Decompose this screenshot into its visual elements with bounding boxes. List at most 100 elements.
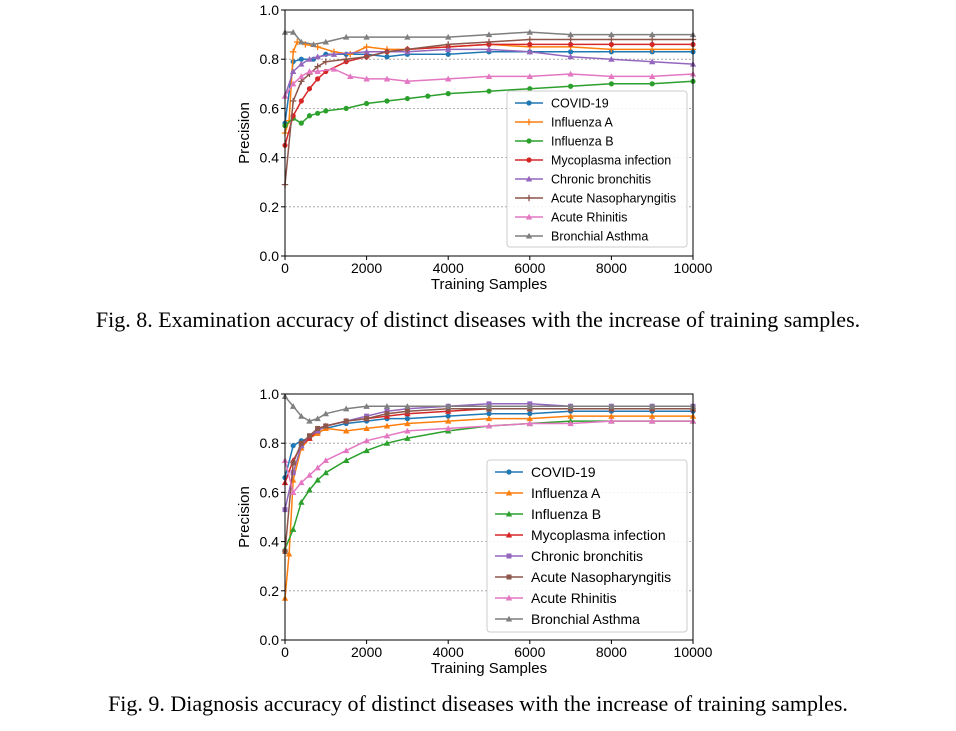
legend-item-acute-nasopharyngitis: Acute Nasopharyngitis [515,192,676,206]
data-point [404,46,411,53]
legend-swatch-marker [525,118,533,126]
x-tick-label: 0 [281,260,289,276]
data-point [310,41,317,47]
legend-item-acute-rhinitis: Acute Rhinitis [515,211,627,225]
data-point [445,51,451,57]
examination-accuracy-chart: 0.0 0.2 0.4 0.6 0.8 1.0 0 2000 4000 6000 8000 10000… [236,2,713,293]
legend-swatch-marker [505,510,513,517]
data-point [383,75,391,82]
legend-box [486,459,688,633]
data-point [298,56,304,62]
legend-item-mycoplasma-infection: Mycoplasma infection [515,154,671,168]
legend-item-covid-19: COVID-19 [515,97,609,111]
data-point [445,46,452,52]
data-point [343,56,350,63]
y-axis-label: Precision [236,102,253,164]
data-point [485,415,493,422]
data-point [608,73,615,79]
data-point [314,464,321,471]
data-point [363,75,370,82]
data-point [526,403,533,409]
x-axis-label: Training Samples [431,660,547,677]
data-point [289,403,297,409]
legend-swatch-marker [505,531,513,538]
data-point [608,36,615,43]
y-tick-label: 0.2 [260,583,280,599]
data-point [298,73,305,79]
legend-label: Influenza B [551,135,614,149]
data-point [445,75,452,82]
x-axis-label: Training Samples [431,276,547,293]
data-point [384,98,390,104]
data-point [649,31,656,38]
data-point [343,447,350,454]
data-point [485,46,493,52]
data-point [343,405,350,412]
legend-swatch-marker [525,175,533,182]
data-point [445,33,452,40]
data-point [298,38,305,45]
data-point [485,422,493,429]
series-bronchial-asthma [281,393,697,424]
data-point [404,95,410,102]
legend: COVID-19 Influenza A Influenza B Mycoplasma… [506,90,688,248]
data-point [294,38,301,46]
data-point [608,403,615,409]
data-point [306,471,313,478]
legend-swatch-marker [506,553,512,559]
data-point [404,416,410,422]
data-point [485,31,493,38]
legend-label: COVID-19 [551,97,609,111]
data-point [649,46,656,53]
data-point [404,420,411,427]
legend-label: Influenza A [551,116,614,130]
data-point [486,88,492,94]
data-point [322,410,329,417]
data-point [526,73,533,79]
data-point [445,413,451,419]
legend: COVID-19 Influenza A Influenza B Mycoplasma… [486,459,688,633]
data-point [314,476,321,483]
x-tick-label: 10000 [674,260,713,276]
data-point [322,38,329,45]
data-point [383,432,391,439]
legend-label: Bronchial Asthma [531,611,640,627]
legend-item-influenza-a: Influenza A [495,485,601,501]
data-point [527,86,533,92]
data-point [445,425,452,431]
legend-label: Acute Rhinitis [551,211,627,225]
x-tick-label: 6000 [514,260,545,276]
data-point [343,457,350,463]
data-point [315,110,321,116]
data-point [298,499,305,505]
legend-item-bronchial-asthma: Bronchial Asthma [515,230,648,244]
legend-item-chronic-bronchitis: Chronic bronchitis [515,173,651,187]
data-point [649,41,655,48]
data-point [298,98,304,104]
data-point [567,53,574,60]
x-tick-label: 4000 [433,260,464,276]
data-point [306,68,313,75]
legend-item-chronic-bronchitis: Chronic bronchitis [495,548,643,564]
data-point [567,420,574,427]
data-point [306,56,313,62]
data-point [364,416,370,422]
data-point [485,38,493,46]
x-tick-label: 10000 [674,644,713,660]
legend-swatch-marker [525,194,533,202]
data-point [343,33,350,40]
legend-label: Mycoplasma infection [551,154,671,168]
data-point [363,53,370,60]
data-point [306,113,313,119]
y-tick-label: 0.6 [260,100,280,116]
data-point [649,417,656,424]
data-point [404,408,410,414]
legend-item-acute-nasopharyngitis: Acute Nasopharyngitis [495,569,671,585]
y-tick-label: 0.8 [260,435,280,451]
data-point [568,83,574,89]
legend-item-acute-rhinitis: Acute Rhinitis [495,590,617,606]
data-point [526,415,533,422]
data-point [649,81,655,87]
y-tick-label: 0.4 [260,150,280,166]
data-point [445,41,452,48]
